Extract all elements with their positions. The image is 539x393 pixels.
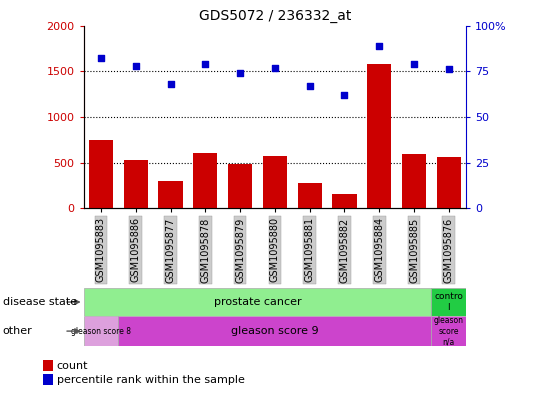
Bar: [89, 140, 113, 208]
Title: GDS5072 / 236332_at: GDS5072 / 236332_at: [199, 9, 351, 23]
Bar: [402, 154, 426, 208]
Text: percentile rank within the sample: percentile rank within the sample: [57, 375, 245, 385]
Text: gleason score 8: gleason score 8: [71, 327, 131, 336]
Bar: [262, 156, 287, 208]
Bar: [158, 181, 183, 208]
Point: [410, 61, 418, 67]
Bar: [437, 157, 461, 208]
Point: [375, 42, 384, 49]
Text: contro
l: contro l: [434, 292, 464, 312]
Bar: [228, 163, 252, 208]
Point: [306, 83, 314, 89]
Bar: [123, 160, 148, 208]
Text: other: other: [3, 326, 32, 336]
Bar: [367, 64, 391, 208]
Bar: [193, 152, 217, 208]
Bar: [298, 183, 322, 208]
Point: [96, 55, 105, 62]
Text: gleason score 9: gleason score 9: [231, 326, 319, 336]
Point: [445, 66, 453, 73]
Text: disease state: disease state: [3, 297, 77, 307]
Point: [201, 61, 210, 67]
Bar: [431, 316, 466, 346]
Point: [166, 81, 175, 87]
Text: gleason
score
n/a: gleason score n/a: [434, 316, 464, 346]
Bar: [119, 316, 431, 346]
Point: [236, 70, 244, 76]
Point: [271, 64, 279, 71]
Bar: [431, 288, 466, 316]
Bar: [84, 316, 119, 346]
Text: count: count: [57, 361, 88, 371]
Text: prostate cancer: prostate cancer: [213, 297, 301, 307]
Point: [132, 62, 140, 69]
Point: [340, 92, 349, 98]
Bar: [332, 194, 357, 208]
